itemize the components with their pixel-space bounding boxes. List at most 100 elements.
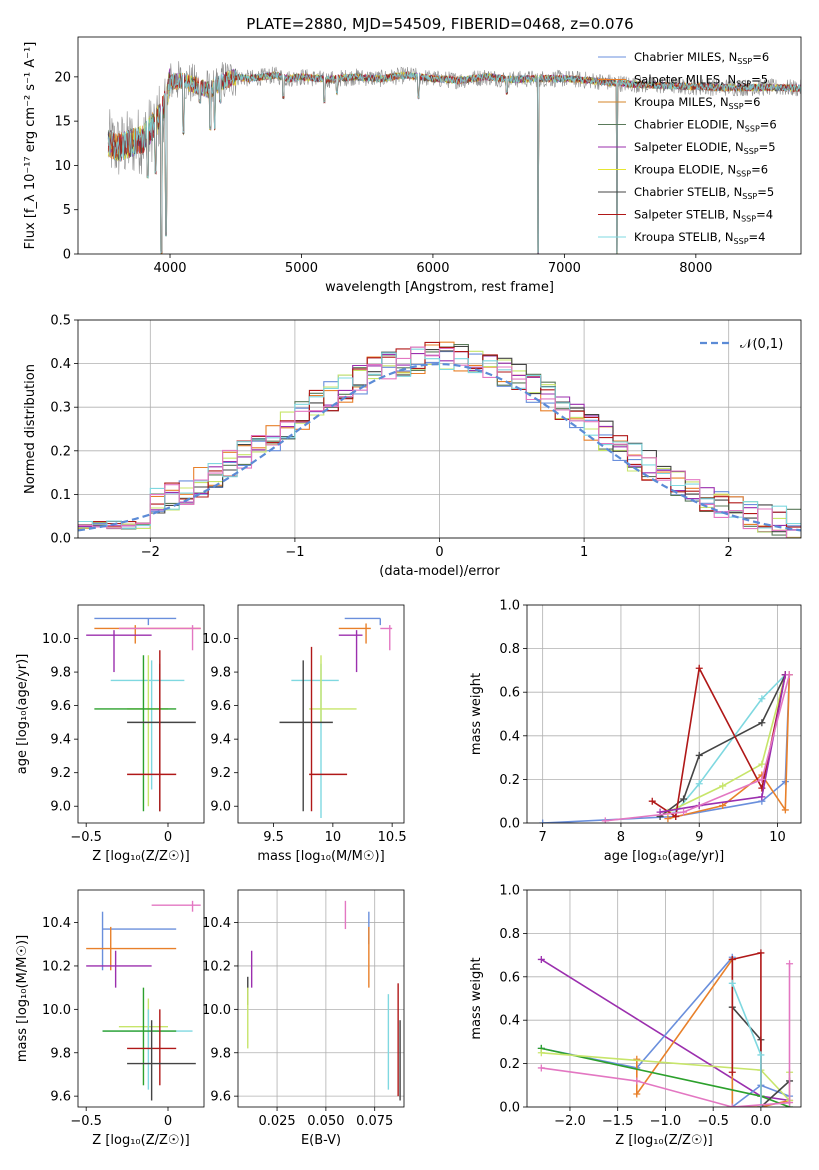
x-tick-label: 0 — [164, 830, 172, 845]
y-axis-label: age [log₁₀(age/yr)] — [15, 654, 30, 775]
x-tick-label: −0.5 — [70, 1114, 102, 1129]
x-tick-label: 5000 — [285, 261, 318, 276]
panel-mass_weight_vs_age: 7 8 9 10 0.0 0.2 0.4 0.6 0.8 1.0 age [log₁₀(age/yr… — [469, 599, 802, 864]
data-point — [537, 1064, 545, 1072]
y-axis-label: mass weight — [469, 957, 484, 1039]
legend-value: =4 — [749, 230, 766, 244]
legend-label: Salpeter MILES, NSSP=5 — [634, 73, 768, 89]
x-tick-label: −1.0 — [650, 1114, 682, 1129]
data-point — [633, 1090, 641, 1098]
y-tick-label: 9.6 — [210, 1090, 231, 1105]
y-tick-label: 9.0 — [50, 800, 71, 815]
y-axis-label: Normed distribution — [23, 364, 38, 494]
axes-frame — [77, 889, 205, 1108]
legend-label: Salpeter STELIB, NSSP=4 — [634, 208, 773, 224]
x-tick-label: 0 — [164, 1114, 172, 1129]
data-point — [664, 815, 672, 823]
x-tick-label: 0.075 — [356, 1114, 393, 1129]
y-tick-label: 15 — [54, 115, 71, 130]
data-point — [758, 793, 766, 801]
y-tick-label: 9.8 — [50, 1046, 71, 1061]
data-point — [786, 1099, 794, 1107]
data-point — [695, 751, 703, 759]
data-point — [695, 664, 703, 672]
plot-area — [279, 617, 393, 818]
series-line-5 — [651, 665, 787, 818]
data-point — [719, 782, 727, 790]
legend-label: Salpeter ELODIE, NSSP=5 — [634, 140, 776, 156]
y-tick-label: 9.2 — [210, 766, 231, 781]
data-point — [757, 1051, 765, 1059]
plot-area — [539, 664, 793, 823]
y-tick-label: 10.2 — [202, 959, 231, 974]
data-point — [539, 819, 547, 823]
histogram-series-6 — [78, 341, 801, 528]
y-tick-label: 10.0 — [202, 1003, 231, 1018]
x-axis-label: (data-model)/error — [379, 564, 500, 579]
y-tick-label: 5 — [63, 203, 71, 218]
y-axis-label: Flux [f_λ 10⁻¹⁷ erg cm⁻² s⁻¹ A⁻¹] — [23, 42, 38, 250]
y-tick-label: 0.2 — [50, 444, 71, 459]
panel-mass_vs_Z: −0.5 0 9.6 9.8 10.0 10.2 10.4 Z [log₁₀(Z/Z☉)] ma… — [15, 889, 205, 1148]
legend-sub: SSP — [744, 147, 759, 156]
plot-area — [537, 949, 794, 1107]
data-point — [785, 671, 793, 679]
series-line-2 — [675, 674, 786, 813]
data-point — [758, 760, 766, 768]
x-axis-label: E(B-V) — [301, 1133, 341, 1148]
x-tick-label: 10 — [325, 830, 342, 845]
data-point — [728, 1103, 736, 1107]
legend-value: =4 — [756, 208, 773, 222]
histogram-series-7 — [78, 348, 801, 529]
data-point — [633, 1055, 641, 1063]
plot-area — [86, 900, 201, 1101]
data-point — [633, 1077, 641, 1085]
panel-mass_weight_vs_Z: −2.0 −1.5 −1.0 −0.5 0.0 0.0 0.2 0.4 0.6 0.8 1.0 Z [… — [469, 884, 802, 1148]
y-tick-label: 9.8 — [50, 666, 71, 681]
data-point — [672, 812, 680, 820]
legend-value: =6 — [760, 118, 777, 132]
series-line-0 — [542, 674, 791, 823]
axes-frame — [77, 604, 205, 824]
spectrum-series-9 — [107, 69, 801, 254]
y-tick-label: 0.1 — [50, 488, 71, 503]
x-tick-label: 9 — [695, 830, 703, 845]
legend-sub: SSP — [734, 237, 749, 246]
legend-value: =5 — [759, 140, 776, 154]
legend-value: =5 — [757, 185, 774, 199]
x-axis-label: wavelength [Angstrom, rest frame] — [325, 280, 554, 295]
legend-value: =6 — [752, 50, 769, 64]
y-tick-label: 1.0 — [499, 599, 520, 614]
x-tick-label: −1.5 — [602, 1114, 634, 1129]
y-tick-label: 0.0 — [50, 532, 71, 547]
y-tick-label: 0.6 — [499, 686, 520, 701]
x-tick-label: 0.0 — [751, 1114, 772, 1129]
x-axis-label: Z [log₁₀(Z/Z☉)] — [615, 1133, 712, 1148]
x-axis-label: Z [log₁₀(Z/Z☉)] — [92, 849, 189, 864]
axes-frame — [237, 889, 405, 1108]
normal-curve — [78, 362, 801, 532]
x-tick-label: 0.050 — [307, 1114, 344, 1129]
y-tick-label: 0.4 — [50, 357, 71, 372]
y-tick-label: 9.8 — [210, 1046, 231, 1061]
data-point — [695, 780, 703, 788]
y-tick-label: 9.8 — [210, 666, 231, 681]
y-tick-label: 9.0 — [210, 800, 231, 815]
legend-label: Chabrier STELIB, NSSP=5 — [634, 185, 774, 201]
data-point — [601, 817, 609, 823]
panel-mass_vs_EBV: 0.025 0.050 0.075 9.6 9.8 10.0 10.2 10.4 E(B-V) — [202, 889, 405, 1148]
y-tick-label: 9.4 — [210, 733, 231, 748]
x-tick-label: 8000 — [679, 261, 712, 276]
data-point — [758, 775, 766, 783]
legend-label: Kroupa STELIB, NSSP=4 — [634, 230, 765, 246]
x-tick-label: −0.5 — [697, 1114, 729, 1129]
data-point — [728, 955, 736, 963]
data-point — [728, 979, 736, 987]
panel-spectrum: 4000 5000 6000 7000 8000 0 5 10 15 20 wavelength [… — [23, 36, 802, 295]
series-line-3 — [667, 674, 787, 813]
data-point — [719, 802, 727, 810]
y-tick-label: 0.3 — [50, 401, 71, 416]
legend-sub: SSP — [737, 57, 752, 66]
